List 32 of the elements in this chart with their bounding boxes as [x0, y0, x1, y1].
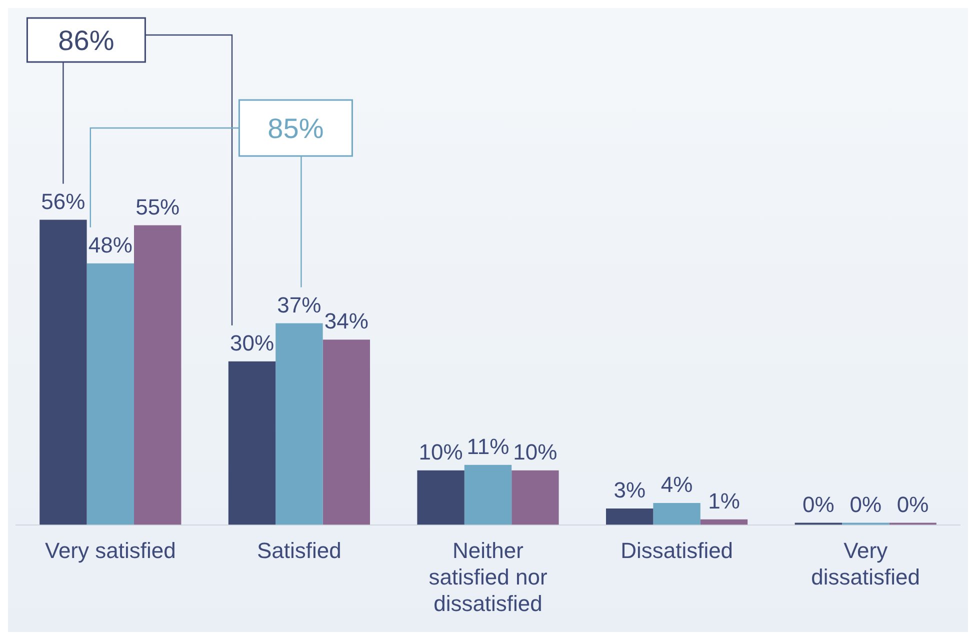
data-label: 30%: [230, 330, 274, 356]
data-label: 0%: [896, 492, 929, 517]
x-tick-label: Satisfied: [257, 538, 342, 564]
data-label: 10%: [513, 439, 558, 464]
data-label: 3%: [614, 478, 646, 503]
x-tick-label: Neither satisfied nor dissatisfied: [428, 538, 548, 616]
data-label: 34%: [324, 308, 368, 334]
bar: [653, 503, 700, 525]
data-label: 55%: [136, 194, 180, 220]
data-label: 0%: [850, 492, 882, 517]
data-label: 56%: [41, 188, 86, 214]
bar: [512, 470, 559, 525]
data-label: 1%: [708, 488, 740, 514]
data-label: 10%: [418, 439, 463, 464]
data-label: 11%: [466, 434, 510, 459]
data-label: 4%: [660, 472, 693, 498]
bar: [322, 340, 370, 525]
bar: [134, 225, 182, 525]
bar: [700, 519, 748, 525]
bar: [228, 361, 276, 525]
data-label: 0%: [802, 492, 834, 517]
x-tick-label: Very dissatisfied: [811, 538, 920, 590]
data-label: 48%: [88, 232, 132, 258]
x-tick-label: Dissatisfied: [620, 538, 734, 564]
bar: [86, 263, 134, 525]
bar: [464, 464, 512, 525]
data-label: 37%: [277, 292, 322, 318]
bar: [276, 323, 323, 525]
bar: [606, 508, 654, 525]
bar: [40, 220, 87, 525]
bar: [417, 470, 464, 525]
x-tick-label: Very satisfied: [44, 538, 176, 564]
